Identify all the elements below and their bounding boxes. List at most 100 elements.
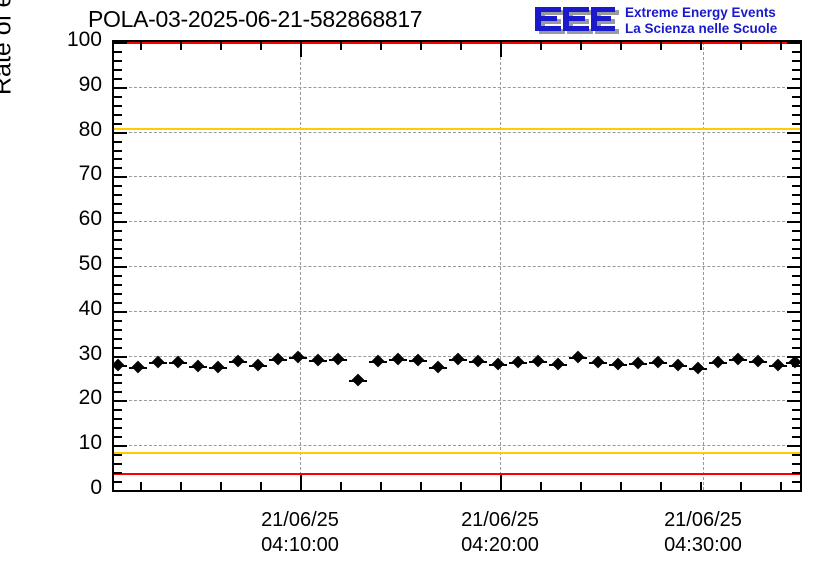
y-tick-92 xyxy=(114,77,122,80)
x-tick-top xyxy=(460,42,462,50)
y-tick-right-32 xyxy=(792,346,800,349)
y-tick-right-84 xyxy=(792,113,800,116)
y-tick-16 xyxy=(114,418,122,421)
y-tick-84 xyxy=(114,113,122,116)
data-point xyxy=(151,355,165,369)
x-tick xyxy=(700,482,702,490)
y-tick-66 xyxy=(114,194,122,197)
y-axis-label-10: 10 xyxy=(78,431,102,455)
y-tick-40 xyxy=(114,310,127,313)
eee-logo-line1: Extreme Energy Events xyxy=(625,5,776,20)
y-axis-label-30: 30 xyxy=(78,341,102,365)
x-tick-top xyxy=(700,42,702,50)
y-tick-right-62 xyxy=(792,212,800,215)
y-tick-88 xyxy=(114,95,122,98)
gridline-vertical-0 xyxy=(300,42,301,490)
y-tick-60 xyxy=(114,221,127,224)
y-tick-right-54 xyxy=(792,248,800,251)
x-tick xyxy=(740,482,742,490)
x-tick xyxy=(460,482,462,490)
y-tick-right-74 xyxy=(792,158,800,161)
data-point xyxy=(671,358,685,372)
x-tick-top xyxy=(220,42,222,50)
y-tick-50 xyxy=(114,266,127,268)
data-point xyxy=(114,359,125,372)
y-tick-right-92 xyxy=(792,77,800,80)
y-axis-label-60: 60 xyxy=(78,207,102,231)
y-tick-74 xyxy=(114,158,122,161)
data-point xyxy=(651,355,665,369)
x-tick xyxy=(540,482,542,490)
y-tick-right-86 xyxy=(792,104,800,107)
data-point xyxy=(551,357,565,371)
x-axis-label-date: 21/06/25 xyxy=(664,509,742,531)
y-tick-54 xyxy=(114,248,122,251)
plot-area xyxy=(114,42,800,490)
gridline-horizontal-20 xyxy=(114,400,800,402)
y-tick-4 xyxy=(114,472,122,475)
x-tick xyxy=(620,482,622,490)
y-tick-96 xyxy=(114,59,122,62)
y-tick-56 xyxy=(114,239,122,242)
y-tick-76 xyxy=(114,149,122,152)
y-tick-right-68 xyxy=(792,185,800,188)
data-point xyxy=(631,356,645,370)
gridline-horizontal-70 xyxy=(114,176,800,178)
y-tick-62 xyxy=(114,212,122,215)
y-tick-90 xyxy=(114,86,127,89)
y-tick-68 xyxy=(114,185,122,188)
data-point xyxy=(511,355,525,369)
y-tick-right-52 xyxy=(792,257,800,260)
y-tick-2 xyxy=(114,481,122,484)
x-axis-label-0: 21/06/25 04:10:00 xyxy=(220,508,380,558)
gridline-horizontal-90 xyxy=(114,86,800,88)
y-axis-label-50: 50 xyxy=(78,252,102,275)
x-tick xyxy=(500,475,502,490)
y-tick-52 xyxy=(114,257,122,260)
x-tick xyxy=(180,482,182,490)
y-tick-right-34 xyxy=(792,337,800,340)
y-tick-right-96 xyxy=(792,59,800,62)
reference-line-lower-alarm xyxy=(114,473,800,476)
y-tick-right-44 xyxy=(792,292,800,295)
y-tick-6 xyxy=(114,463,122,466)
y-tick-right-100 xyxy=(787,42,800,44)
x-tick-top xyxy=(660,42,662,50)
y-tick-right-70 xyxy=(787,176,800,179)
y-axis-title: Rate of events with X2<10 [Hz] xyxy=(0,0,17,95)
data-point xyxy=(251,359,265,372)
y-tick-right-42 xyxy=(792,301,800,304)
y-axis-label-100: 100 xyxy=(66,28,102,51)
x-tick-top xyxy=(420,42,422,50)
y-tick-18 xyxy=(114,409,122,412)
y-tick-12 xyxy=(114,436,122,439)
x-tick-top xyxy=(300,42,302,57)
y-tick-right-20 xyxy=(787,400,800,403)
x-tick-top xyxy=(500,42,502,57)
x-tick-top xyxy=(140,42,142,50)
y-tick-86 xyxy=(114,104,122,107)
y-tick-right-14 xyxy=(792,427,800,430)
y-tick-58 xyxy=(114,230,122,233)
x-tick-top xyxy=(620,42,622,50)
x-axis-label-time: 04:10:00 xyxy=(261,534,339,556)
y-axis-label-0: 0 xyxy=(90,476,102,499)
plot-frame xyxy=(112,40,802,492)
data-point xyxy=(431,360,445,374)
gridline-horizontal-80 xyxy=(114,131,800,133)
y-tick-right-64 xyxy=(792,203,800,206)
y-tick-right-2 xyxy=(792,481,800,484)
y-tick-26 xyxy=(114,373,122,376)
eee-logo-line2: La Scienza nelle Scuole xyxy=(625,21,778,36)
y-tick-right-16 xyxy=(792,418,800,421)
y-tick-right-98 xyxy=(792,50,800,53)
y-tick-right-36 xyxy=(792,328,800,331)
data-point xyxy=(171,355,185,369)
x-axis-label-date: 21/06/25 xyxy=(261,509,339,531)
x-tick-top xyxy=(340,42,342,50)
y-tick-70 xyxy=(114,176,127,179)
x-tick-top xyxy=(580,42,582,50)
y-axis-label-80: 80 xyxy=(78,117,102,141)
y-tick-82 xyxy=(114,122,122,125)
y-tick-right-40 xyxy=(787,310,800,313)
